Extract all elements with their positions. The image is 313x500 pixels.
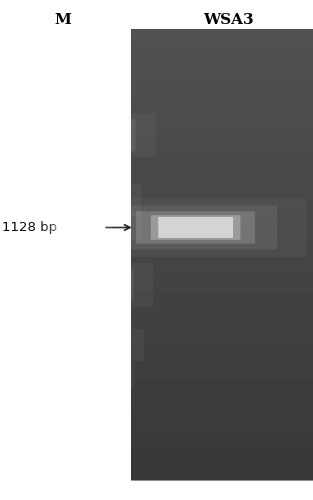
FancyBboxPatch shape: [50, 276, 110, 294]
FancyBboxPatch shape: [34, 188, 125, 212]
FancyBboxPatch shape: [151, 215, 240, 240]
FancyBboxPatch shape: [34, 214, 125, 236]
FancyBboxPatch shape: [47, 191, 113, 209]
FancyBboxPatch shape: [136, 212, 255, 244]
FancyBboxPatch shape: [40, 273, 119, 297]
FancyBboxPatch shape: [114, 206, 277, 250]
FancyBboxPatch shape: [33, 333, 127, 357]
FancyBboxPatch shape: [58, 370, 102, 380]
Bar: [131, 30, 313, 480]
FancyBboxPatch shape: [59, 194, 101, 206]
Text: 1128 bp: 1128 bp: [2, 221, 57, 234]
Text: WSA3: WSA3: [203, 13, 254, 27]
FancyBboxPatch shape: [39, 366, 120, 384]
FancyBboxPatch shape: [58, 339, 101, 351]
FancyBboxPatch shape: [54, 127, 105, 143]
FancyBboxPatch shape: [45, 336, 114, 354]
FancyBboxPatch shape: [55, 277, 105, 293]
FancyBboxPatch shape: [55, 193, 105, 207]
FancyBboxPatch shape: [158, 217, 233, 238]
FancyBboxPatch shape: [39, 123, 121, 147]
FancyBboxPatch shape: [61, 370, 98, 380]
FancyBboxPatch shape: [50, 368, 109, 382]
FancyBboxPatch shape: [59, 220, 101, 230]
FancyBboxPatch shape: [47, 217, 113, 233]
FancyBboxPatch shape: [54, 338, 106, 352]
Text: M: M: [54, 13, 71, 27]
FancyBboxPatch shape: [26, 268, 134, 302]
FancyBboxPatch shape: [24, 118, 136, 152]
FancyBboxPatch shape: [49, 126, 110, 144]
FancyBboxPatch shape: [55, 218, 105, 232]
